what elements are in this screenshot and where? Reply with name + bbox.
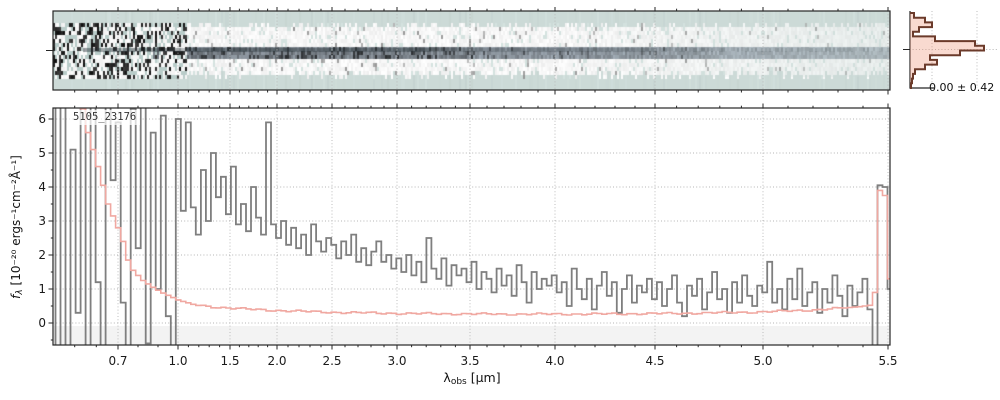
x-tick-label: 3.0 [387, 354, 406, 368]
residual-histogram [910, 12, 985, 89]
x-axis-label-units: [μm] [466, 370, 501, 385]
y-tick-label: 0 [38, 316, 46, 330]
object-id-label: 5105_23176 [69, 110, 141, 125]
y-tick-label: 6 [38, 112, 46, 126]
y-axis-label: fλ [10⁻²⁰ ergs⁻¹cm⁻²Å⁻¹] [9, 155, 25, 299]
x-axis-label-subscript: obs [450, 377, 467, 387]
x-tick-label: 3.5 [460, 354, 479, 368]
x-tick-label: 1.5 [220, 354, 239, 368]
y-axis-label-units: [10⁻²⁰ ergs⁻¹cm⁻²Å⁻¹] [9, 155, 23, 290]
x-tick-label: 2.5 [322, 354, 341, 368]
flux-line [54, 108, 890, 345]
spectrum-1d-lines [54, 108, 890, 345]
y-tick-label: 2 [38, 248, 46, 262]
histogram-stat-label: 0.00 ± 0.42 [929, 81, 995, 94]
x-tick-label: 4.0 [545, 354, 564, 368]
y-tick-label: 1 [38, 282, 46, 296]
tick-labels: 0.7 1.0 1.5 2.0 2.5 3.0 3.5 4.0 4.5 5.0 5.5 0 1 2 3 4 5 6 [38, 112, 897, 368]
x-tick-label: 5.5 [878, 354, 897, 368]
y-tick-label: 3 [38, 214, 46, 228]
x-tick-label: 1.0 [168, 354, 187, 368]
spectrum-2d-image [53, 11, 890, 90]
y-axis-label-symbol: f [9, 294, 23, 299]
x-tick-label: 5.0 [753, 354, 772, 368]
y-axis-label-subscript: λ [15, 289, 25, 295]
x-tick-label: 0.7 [108, 354, 127, 368]
x-tick-label: 4.5 [645, 354, 664, 368]
y-tick-label: 4 [38, 180, 46, 194]
y-tick-label: 5 [38, 146, 46, 160]
x-axis-label: λobs [μm] [391, 370, 553, 387]
axis-ticks [46, 7, 910, 350]
uncertainty-line [79, 108, 890, 316]
below-zero-shade [53, 326, 890, 345]
x-axis-label-symbol: λ [443, 370, 451, 385]
gridlines [53, 11, 998, 345]
x-tick-label: 2.0 [267, 354, 286, 368]
